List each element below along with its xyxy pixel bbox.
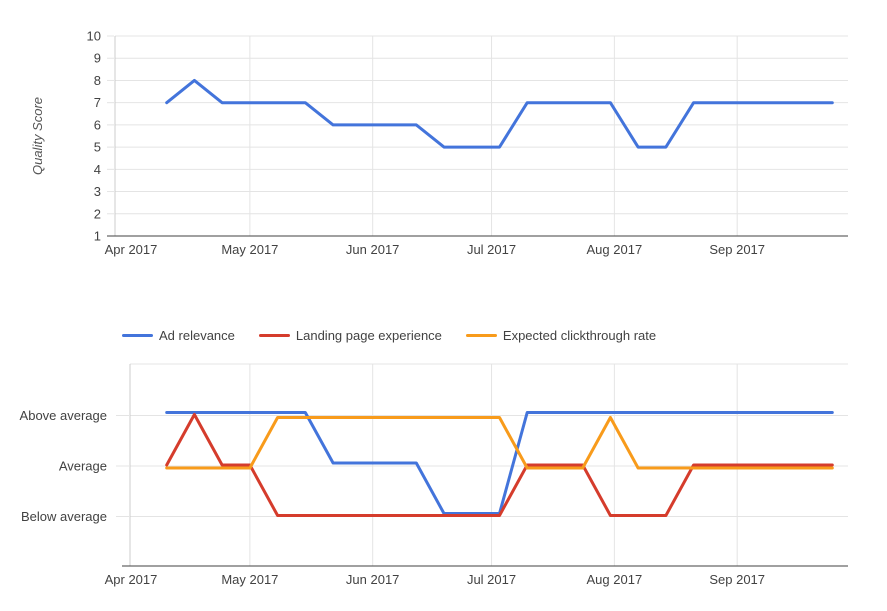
y-axis-title: Quality Score: [30, 97, 45, 175]
y-tick-label: 8: [94, 73, 101, 88]
legend-line-swatch-red: [258, 334, 290, 337]
y-tick-label: 2: [94, 206, 101, 221]
y-tick-label: 9: [94, 51, 101, 66]
x-tick-label: May 2017: [221, 242, 278, 257]
y-tick-label: 1: [94, 229, 101, 244]
quality-score-line[interactable]: [165, 78, 834, 149]
y-tick-label: 7: [94, 95, 101, 110]
chart-legend: Ad relevance Landing page experience Expec…: [122, 328, 656, 343]
x-tick-label: Jun 2017: [346, 572, 400, 587]
component-rating-chart: Above average Average Below average Apr 201…: [20, 363, 848, 587]
legend-item-expected-clickthrough-rate: Expected clickthrough rate: [465, 328, 657, 343]
x-tick-label: Apr 2017: [105, 572, 158, 587]
category-label: Below average: [21, 509, 107, 524]
y-tick-label: 6: [94, 117, 101, 132]
x-tick-label: Sep 2017: [709, 572, 765, 587]
x-tick-label: Apr 2017: [105, 242, 158, 257]
x-tick-label: Jul 2017: [467, 572, 516, 587]
legend-line-swatch-orange: [465, 334, 497, 337]
x-tick-label: Jun 2017: [346, 242, 400, 257]
legend-label: Expected clickthrough rate: [502, 328, 657, 343]
legend-item-ad-relevance: Ad relevance: [122, 328, 235, 343]
legend-item-landing-page-experience: Landing page experience: [258, 328, 442, 343]
y-tick-label: 3: [94, 184, 101, 199]
x-tick-label: May 2017: [221, 572, 278, 587]
expected-clickthrough-rate-line[interactable]: [165, 416, 834, 470]
legend-label: Ad relevance: [159, 328, 235, 343]
quality-score-chart: 1 2 3 4 5 6 7 8 9 10 Apr 2017 May 2017 Jun 2017 Jul 2…: [30, 29, 848, 257]
y-tick-label: 4: [94, 162, 101, 177]
landing-page-experience-line[interactable]: [165, 413, 834, 517]
legend-line-swatch-blue: [122, 334, 153, 337]
y-tick-label: 5: [94, 140, 101, 155]
category-label: Average: [59, 459, 107, 474]
x-tick-label: Jul 2017: [467, 242, 516, 257]
y-tick-label: 10: [87, 29, 101, 44]
legend-label: Landing page experience: [295, 328, 442, 343]
x-tick-label: Sep 2017: [709, 242, 765, 257]
x-tick-label: Aug 2017: [587, 572, 643, 587]
x-tick-label: Aug 2017: [587, 242, 643, 257]
category-label: Above average: [20, 408, 107, 423]
